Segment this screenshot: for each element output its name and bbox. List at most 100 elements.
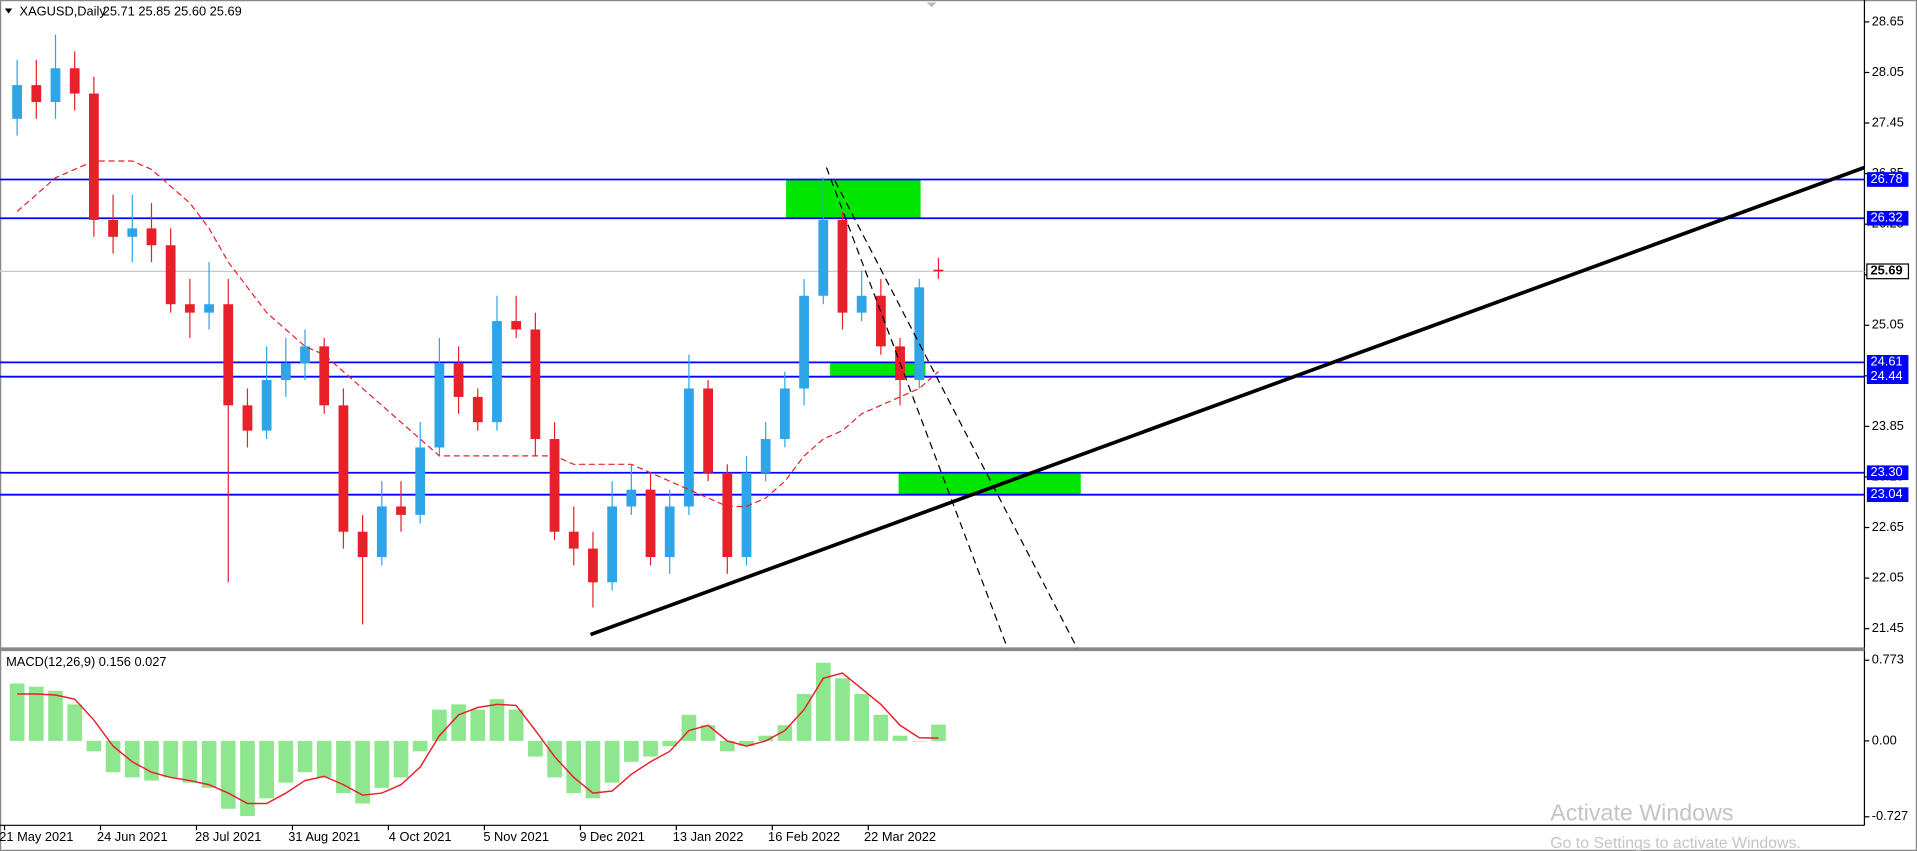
- candle-body: [492, 321, 502, 423]
- macd-bar: [374, 740, 390, 788]
- last-price-label: 25.69: [1871, 263, 1903, 278]
- x-tick-label: 31 Aug 2021: [288, 829, 360, 844]
- watermark-subtitle: Go to Settings to activate Windows.: [1550, 835, 1801, 851]
- candle-body: [856, 295, 867, 313]
- y-tick-label: 0.773: [1872, 652, 1904, 667]
- macd-bar: [854, 693, 870, 741]
- x-tick-label: 13 Jan 2022: [673, 829, 744, 844]
- macd-bar: [355, 740, 370, 804]
- candle-body: [280, 363, 291, 381]
- candle-body: [664, 506, 675, 558]
- candle-body: [684, 388, 694, 507]
- y-tick-label: -0.727: [1872, 808, 1908, 823]
- macd-bar: [835, 678, 850, 741]
- macd-bar: [86, 740, 102, 752]
- candle-body: [568, 531, 579, 549]
- candle-body: [204, 304, 214, 313]
- level-label-box: [1866, 355, 1909, 370]
- macd-bar: [796, 693, 812, 741]
- y-tick-label: 22.05: [1872, 569, 1904, 584]
- macd-bar: [124, 740, 140, 778]
- macd-bar: [412, 740, 428, 752]
- zone: [898, 472, 1081, 495]
- candle-body: [799, 295, 809, 389]
- macd-bar: [163, 740, 179, 778]
- candle-body: [376, 506, 387, 558]
- macd-bar: [662, 740, 678, 747]
- plot: [0, 34, 1865, 817]
- candle-body: [12, 85, 23, 119]
- candle-body: [780, 388, 790, 440]
- y-tick-label: 28.65: [1872, 13, 1904, 28]
- candle-body: [319, 346, 330, 406]
- macd-bar: [297, 740, 313, 773]
- candle-body: [184, 304, 195, 313]
- watermark-title: Activate Windows: [1550, 799, 1733, 825]
- last-price-box: [1866, 263, 1910, 280]
- signal-line: [17, 672, 939, 805]
- candle-body: [703, 388, 714, 473]
- candle-body: [146, 228, 157, 246]
- candle-body: [453, 363, 464, 397]
- level-label-box: [1866, 369, 1909, 385]
- macd-bar: [758, 735, 774, 741]
- macd-bar: [815, 662, 831, 741]
- candle-body: [108, 219, 118, 237]
- channel-line: [834, 180, 1078, 649]
- macd-bar: [144, 740, 159, 781]
- y-tick-label: 27.45: [1872, 114, 1904, 129]
- candle-body: [741, 472, 752, 558]
- macd-bar: [585, 740, 601, 799]
- y-tick-label: 22.65: [1872, 519, 1904, 534]
- x-tick-label: 16 Feb 2022: [768, 829, 840, 844]
- candle-body: [396, 506, 406, 515]
- macd-bar: [9, 683, 25, 741]
- y-tick-label: 23.85: [1872, 418, 1904, 433]
- x-tick-label: 28 Jul 2021: [195, 829, 261, 844]
- macd-bar: [508, 709, 524, 741]
- macd-bar: [220, 740, 236, 809]
- y-tick-label: 21.45: [1872, 620, 1904, 635]
- x-tick-label: 24 Jun 2021: [97, 829, 168, 844]
- candle-body: [588, 548, 598, 583]
- candle-body: [933, 269, 944, 272]
- candle-body: [242, 405, 253, 431]
- level-label: 24.61: [1871, 354, 1903, 369]
- macd-bar: [739, 740, 754, 747]
- candle-body: [549, 439, 560, 532]
- macd-bar: [393, 740, 409, 778]
- candle-body: [261, 380, 272, 431]
- macd-bar: [470, 709, 486, 741]
- candle-body: [89, 93, 99, 220]
- zone: [786, 179, 921, 219]
- level-label: 24.44: [1871, 368, 1903, 383]
- macd-bar: [624, 740, 639, 762]
- macd-bar: [873, 714, 889, 741]
- candle-body: [914, 287, 925, 381]
- candle-body: [31, 85, 42, 102]
- macd-bar: [67, 704, 83, 741]
- shift-marker: [926, 2, 937, 8]
- level-label-box: [1866, 210, 1909, 226]
- macd-bar: [892, 735, 908, 741]
- axes: 28.6528.0527.4526.8526.2525.6525.0524.45…: [0, 13, 1910, 844]
- macd-bar: [911, 740, 927, 742]
- candle-body: [434, 363, 445, 448]
- macd-bar: [931, 724, 946, 741]
- y-tick-label: 25.05: [1872, 317, 1904, 332]
- menu-arrow[interactable]: [4, 8, 13, 14]
- macd-bar: [489, 699, 505, 741]
- y-tick-label: 0.00: [1872, 732, 1897, 747]
- macd-bar: [700, 725, 716, 741]
- x-tick-label: 5 Nov 2021: [483, 829, 549, 844]
- candle-body: [50, 68, 61, 102]
- macd-bar: [547, 740, 562, 778]
- candle-body: [722, 472, 733, 558]
- candle-body: [645, 489, 656, 558]
- quote: 25.71 25.85 25.60 25.69: [103, 4, 242, 19]
- candle-body: [165, 245, 176, 305]
- candle-body: [607, 506, 618, 583]
